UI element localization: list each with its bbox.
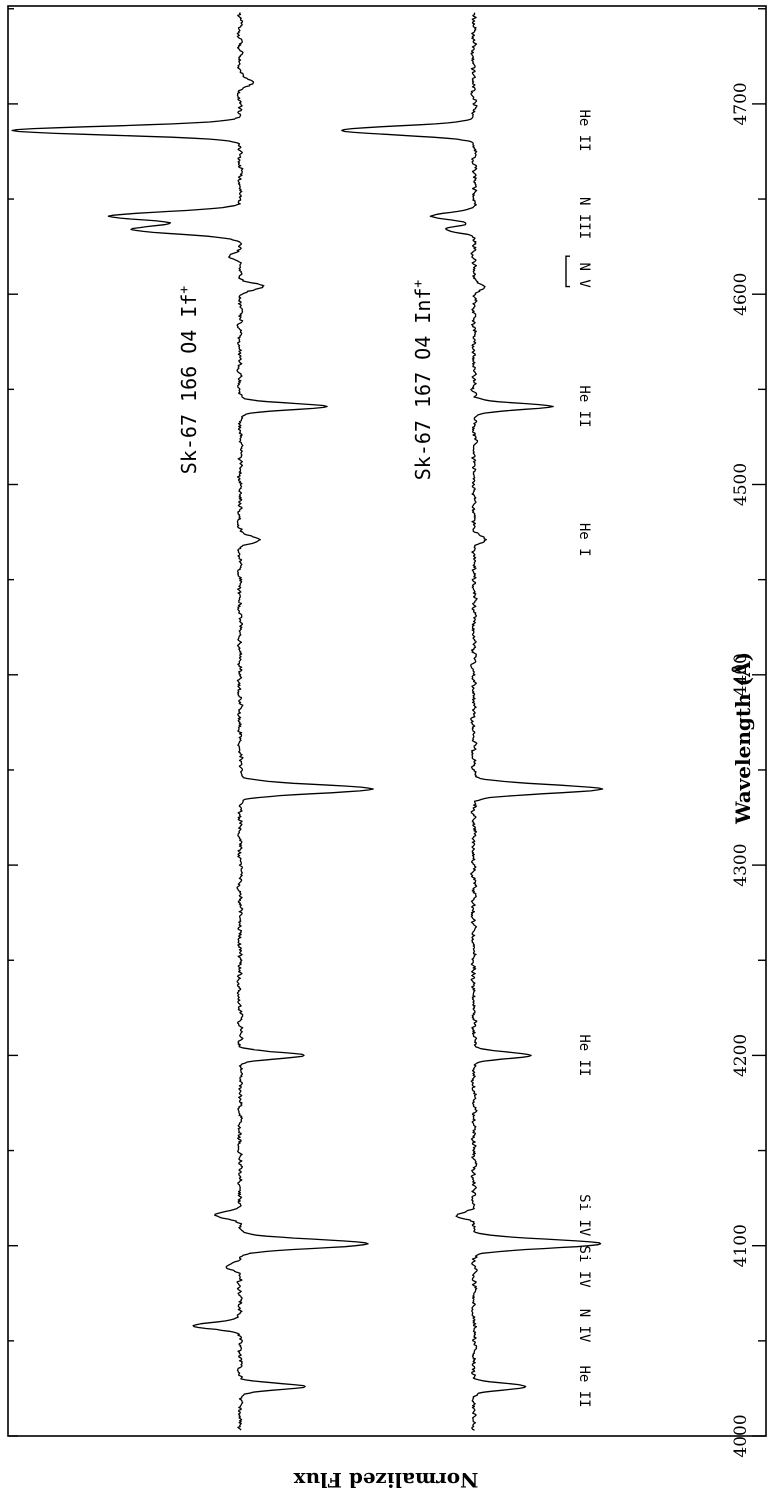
spectrum-series-2 [341, 12, 604, 1431]
line-id-label: Si IV [576, 1246, 592, 1289]
line-id-label: Si IV [576, 1194, 592, 1237]
spectrum-series-1 [11, 12, 374, 1431]
x-axis-title: Wavelength (Å) [731, 652, 755, 825]
star-label-1: Sk-67 166 O4 If+ [177, 286, 201, 475]
x-tick-label: 4200 [731, 1034, 751, 1077]
x-tick-label: 4300 [731, 843, 751, 886]
x-axis-ticks: 4000 4100 4200 4300 4400 4500 4600 4700 [8, 8, 766, 1458]
line-id-label: He II [576, 385, 592, 427]
star-label-2: Sk-67 167 O4 Inf+ [411, 280, 435, 481]
plot-frame [7, 5, 767, 1437]
spectra [11, 12, 604, 1431]
line-id-label: N III [576, 197, 592, 239]
x-tick-label: 4700 [731, 82, 751, 125]
line-id-label: He I [576, 523, 592, 557]
y-axis-title: Normalized Flux [293, 1468, 479, 1492]
x-tick-label: 4400 [731, 653, 751, 696]
x-tick-label: 4000 [731, 1414, 751, 1457]
line-id-label: N IV [576, 1309, 592, 1343]
x-tick-label: 4500 [731, 463, 751, 506]
line-id-label: N V [576, 263, 592, 289]
x-tick-label: 4100 [731, 1224, 751, 1267]
line-id-label: He II [576, 1365, 592, 1407]
x-tick-label: 4600 [731, 273, 751, 316]
star-labels: Sk-67 166 O4 If+ Sk-67 167 O4 Inf+ [177, 280, 435, 481]
line-id-label: He II [576, 109, 592, 151]
line-identifications: He II N IV Si IV Si IV He II He I He II N V N II… [565, 109, 592, 1408]
line-id-label: He II [576, 1034, 592, 1076]
line-id-bracket [565, 255, 570, 288]
